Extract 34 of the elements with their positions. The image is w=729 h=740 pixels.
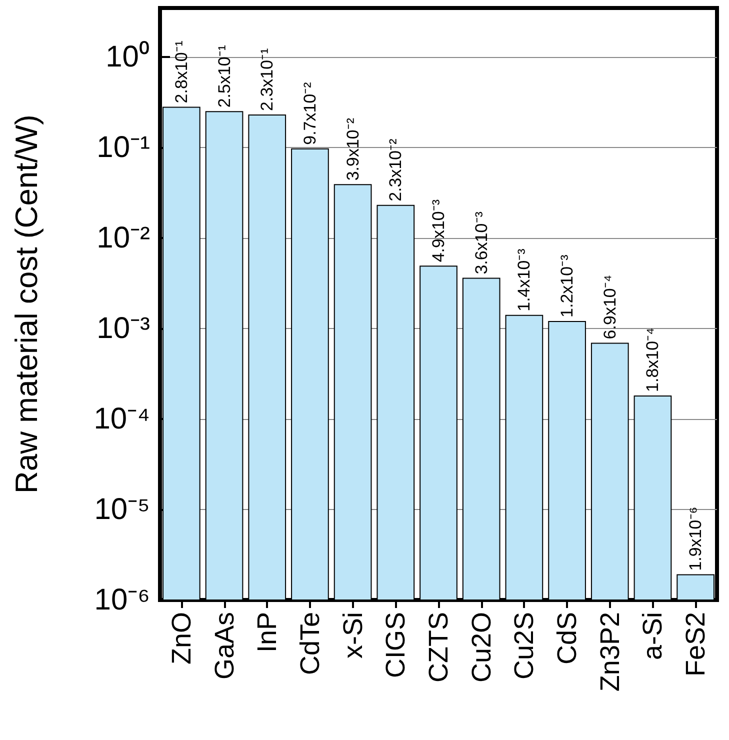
- x-tick-label: Zn3P2: [594, 612, 625, 692]
- y-axis-title: Raw material cost (Cent/W): [9, 114, 44, 494]
- data-label: 3.9x10⁻²: [343, 118, 362, 181]
- x-tick-label: CdTe: [294, 612, 325, 676]
- x-tick-label: CdS: [552, 612, 582, 665]
- data-label: 2.5x10⁻¹: [214, 44, 234, 108]
- y-tick-label: 10⁻⁴: [94, 402, 150, 436]
- data-label: 6.9x10⁻⁴: [600, 274, 620, 340]
- data-label: 2.3x10⁻²: [386, 138, 406, 202]
- x-tick-label: CZTS: [424, 612, 454, 682]
- x-tick-label: InP: [252, 612, 282, 653]
- x-tick-label: CIGS: [380, 612, 411, 678]
- y-tick-label: 10⁻⁵: [94, 493, 150, 526]
- data-label: 2.3x10⁻¹: [258, 48, 277, 111]
- data-label: 1.8x10⁻⁴: [643, 328, 662, 392]
- data-label: 1.4x10⁻³: [514, 248, 534, 312]
- x-tick-label: a-Si: [638, 612, 668, 660]
- data-label: 2.8x10⁻¹: [172, 40, 191, 104]
- y-tick-label: 10⁻¹: [96, 131, 150, 164]
- x-tick-label: ZnO: [166, 612, 196, 665]
- x-tick-label: Cu2S: [509, 612, 540, 680]
- data-label: 1.2x10⁻³: [558, 254, 577, 318]
- data-label: 4.9x10⁻³: [429, 199, 448, 262]
- y-tick-label: 10⁻⁶: [94, 584, 150, 616]
- x-tick-label: FeS2: [680, 612, 711, 677]
- data-label: 9.7x10⁻²: [300, 82, 320, 145]
- x-tick-label: x-Si: [338, 612, 368, 658]
- y-tick-label: 10⁻²: [96, 222, 150, 255]
- data-label: 1.9x10⁻⁶: [686, 506, 706, 571]
- x-tick-label: GaAs: [209, 612, 240, 680]
- y-tick-label: 10⁰: [106, 40, 150, 74]
- y-tick-label: 10⁻³: [96, 312, 150, 346]
- x-tick-label: Cu2O: [466, 612, 496, 683]
- data-label: 3.6x10⁻³: [472, 211, 491, 274]
